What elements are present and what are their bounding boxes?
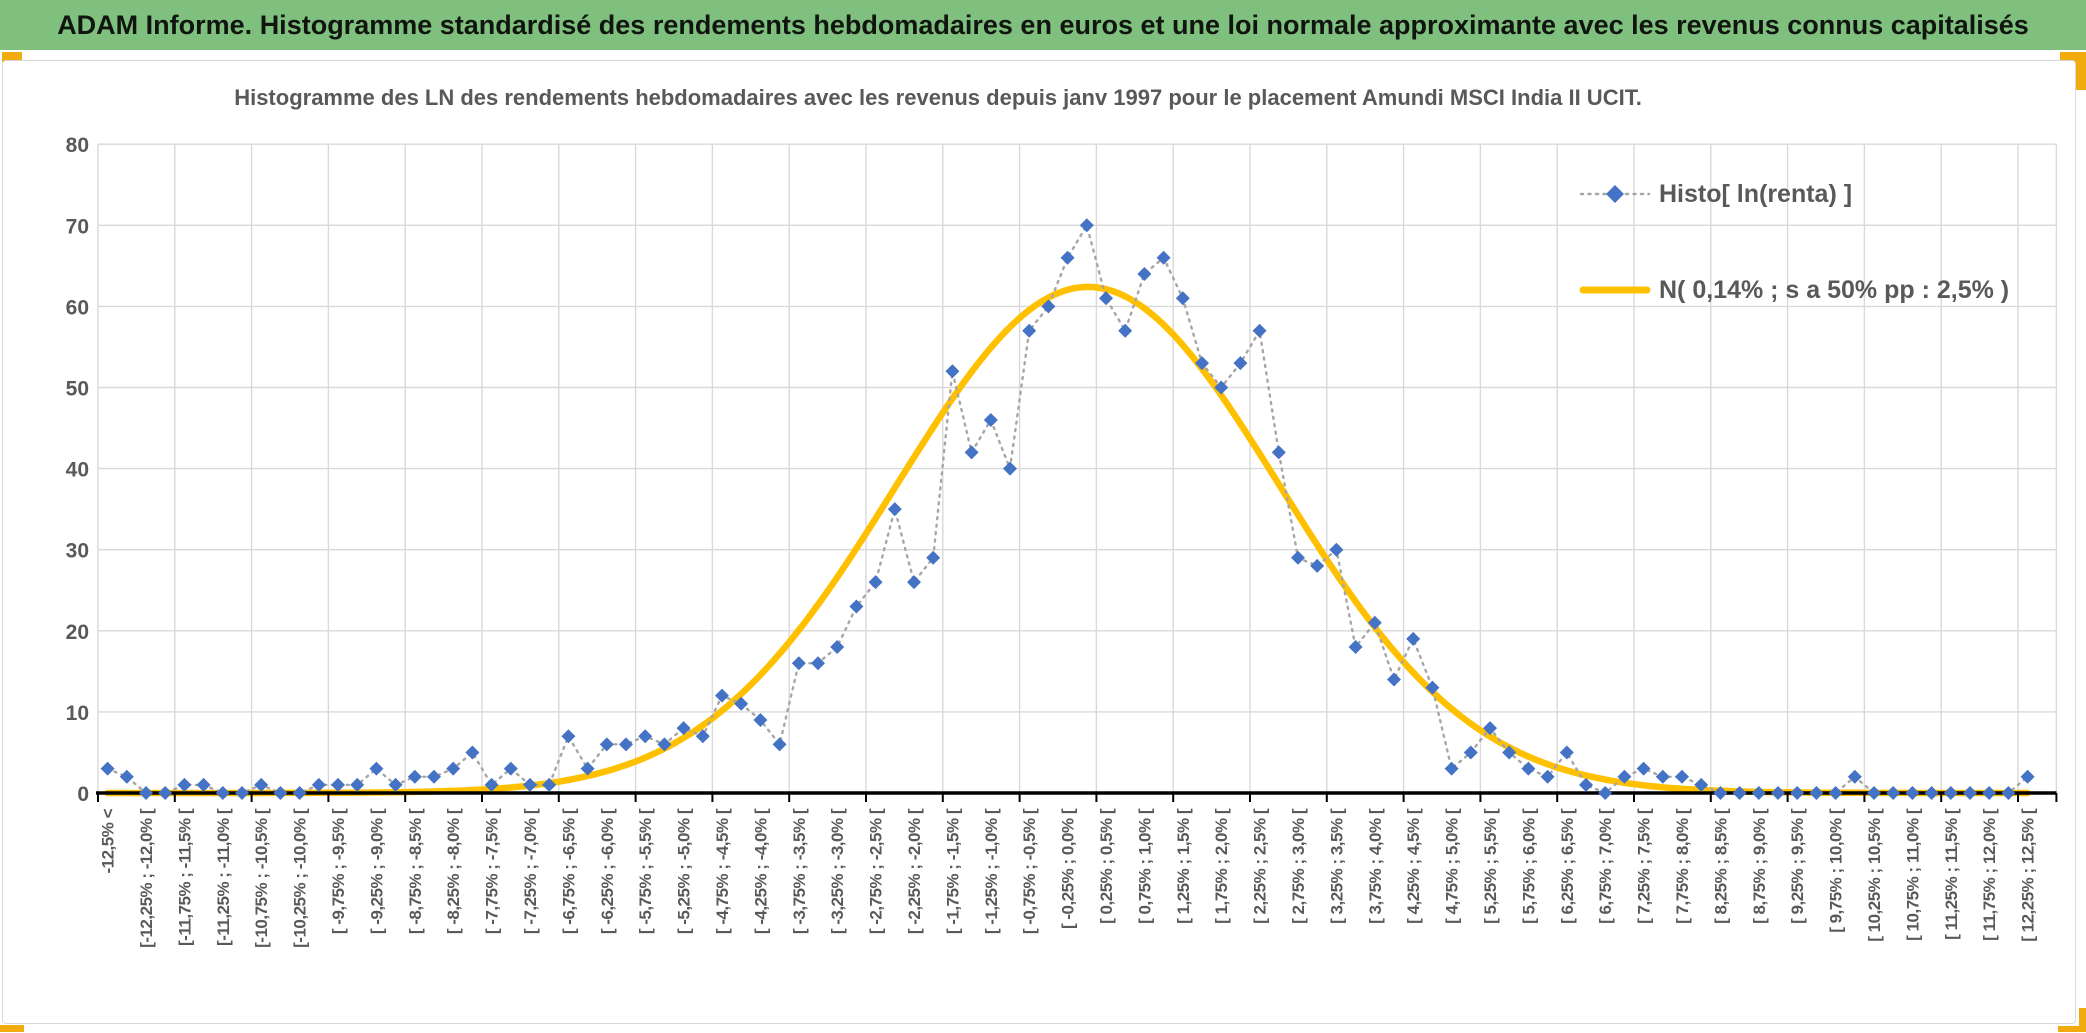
legend-entry-histo[interactable]: Histo[ ln(renta) ]: [1579, 177, 2009, 211]
svg-text:10: 10: [66, 702, 89, 725]
svg-text:[ 6,75% ; 7,0% [: [ 6,75% ; 7,0% [: [1596, 808, 1615, 924]
svg-text:[ 2,75% ; 3,0% [: [ 2,75% ; 3,0% [: [1289, 808, 1308, 924]
svg-text:[ 3,75% ; 4,0% [: [ 3,75% ; 4,0% [: [1366, 808, 1385, 924]
svg-text:[ -7,25% ; -7,0% [: [ -7,25% ; -7,0% [: [521, 808, 540, 934]
orange-accent-top-right-edge: [2076, 52, 2086, 90]
svg-text:40: 40: [66, 459, 89, 482]
svg-text:[ -4,25% ; -4,0% [: [ -4,25% ; -4,0% [: [751, 808, 770, 934]
normal-series-marker-icon: [1579, 286, 1651, 294]
legend: Histo[ ln(renta) ] N( 0,14% ; s a 50% pp…: [1579, 177, 2009, 307]
svg-text:[ -6,75% ; -6,5% [: [ -6,75% ; -6,5% [: [559, 808, 578, 934]
svg-text:50: 50: [66, 378, 89, 401]
svg-text:[ -5,25% ; -5,0% [: [ -5,25% ; -5,0% [: [675, 808, 694, 934]
svg-text:[ 3,25% ; 3,5% [: [ 3,25% ; 3,5% [: [1327, 808, 1346, 924]
sheet-header-bar: ADAM Informe. Histogramme standardisé de…: [0, 0, 2086, 50]
svg-text:[ 5,75% ; 6,0% [: [ 5,75% ; 6,0% [: [1519, 808, 1538, 924]
legend-entry-normal[interactable]: N( 0,14% ; s a 50% pp : 2,5% ): [1579, 273, 2009, 307]
svg-text:[ -2,25% ; -2,0% [: [ -2,25% ; -2,0% [: [905, 808, 924, 934]
svg-text:[-11,75% ; -11,5% [: [-11,75% ; -11,5% [: [175, 808, 194, 946]
svg-text:[ -5,75% ; -5,5% [: [ -5,75% ; -5,5% [: [636, 808, 655, 934]
svg-text:[ -9,75% ; -9,5% [: [ -9,75% ; -9,5% [: [329, 808, 348, 934]
svg-text:[ -1,25% ; -1,0% [: [ -1,25% ; -1,0% [: [982, 808, 1001, 934]
svg-text:[ 2,25% ; 2,5% [: [ 2,25% ; 2,5% [: [1251, 808, 1270, 924]
svg-text:[ -9,25% ; -9,0% [: [ -9,25% ; -9,0% [: [367, 808, 386, 934]
svg-text:[ 10,25% ; 10,5% [: [ 10,25% ; 10,5% [: [1865, 808, 1884, 942]
svg-text:[ 4,75% ; 5,0% [: [ 4,75% ; 5,0% [: [1443, 808, 1462, 924]
svg-text:[ 7,25% ; 7,5% [: [ 7,25% ; 7,5% [: [1635, 808, 1654, 924]
svg-text:[ 12,25% ; 12,5% [: [ 12,25% ; 12,5% [: [2019, 808, 2038, 942]
svg-text:[ 1,75% ; 2,0% [: [ 1,75% ; 2,0% [: [1212, 808, 1231, 924]
svg-text:-12,5% <: -12,5% <: [99, 808, 118, 873]
svg-text:70: 70: [66, 215, 89, 238]
svg-text:[ -3,75% ; -3,5% [: [ -3,75% ; -3,5% [: [790, 808, 809, 934]
svg-text:20: 20: [66, 621, 89, 644]
svg-text:[ -8,25% ; -8,0% [: [ -8,25% ; -8,0% [: [444, 808, 463, 934]
svg-text:[ -0,75% ; -0,5% [: [ -0,75% ; -0,5% [: [1020, 808, 1039, 934]
orange-accent-top-left: [2, 52, 22, 62]
svg-text:[ 10,75% ; 11,0% [: [ 10,75% ; 11,0% [: [1903, 808, 1922, 941]
orange-accent-bottom-left: [0, 1025, 24, 1032]
svg-text:[-12,25% ; -12,0% [: [-12,25% ; -12,0% [: [137, 808, 156, 948]
legend-label-normal: N( 0,14% ; s a 50% pp : 2,5% ): [1659, 275, 2010, 304]
svg-text:[ -0,25% ; 0,0% [: [ -0,25% ; 0,0% [: [1059, 808, 1078, 929]
chart-canvas[interactable]: Histogramme des LN des rendements hebdom…: [2, 60, 2076, 1024]
svg-text:[ -7,75% ; -7,5% [: [ -7,75% ; -7,5% [: [483, 808, 502, 934]
svg-text:[ -2,75% ; -2,5% [: [ -2,75% ; -2,5% [: [867, 808, 886, 934]
svg-text:[ 6,25% ; 6,5% [: [ 6,25% ; 6,5% [: [1558, 808, 1577, 924]
svg-text:[ -3,25% ; -3,0% [: [ -3,25% ; -3,0% [: [828, 808, 847, 934]
svg-text:[ 11,25% ; 11,5% [: [ 11,25% ; 11,5% [: [1942, 808, 1961, 940]
orange-accent-top-right: [2060, 52, 2086, 63]
svg-text:[ 9,75% ; 10,0% [: [ 9,75% ; 10,0% [: [1827, 808, 1846, 933]
svg-text:[ 8,75% ; 9,0% [: [ 8,75% ; 9,0% [: [1750, 808, 1769, 924]
legend-label-histo: Histo[ ln(renta) ]: [1659, 179, 1853, 208]
svg-text:0: 0: [77, 783, 89, 806]
svg-text:[ 0,25% ; 0,5% [: [ 0,25% ; 0,5% [: [1097, 808, 1116, 924]
svg-text:[ -6,25% ; -6,0% [: [ -6,25% ; -6,0% [: [598, 808, 617, 934]
svg-text:80: 80: [66, 134, 89, 157]
svg-text:30: 30: [66, 540, 89, 563]
orange-accent-bottom-right-edge: [2079, 1008, 2086, 1032]
svg-text:[ 5,25% ; 5,5% [: [ 5,25% ; 5,5% [: [1481, 808, 1500, 924]
svg-text:[ 8,25% ; 8,5% [: [ 8,25% ; 8,5% [: [1711, 808, 1730, 924]
svg-text:[ 9,25% ; 9,5% [: [ 9,25% ; 9,5% [: [1788, 808, 1807, 924]
orange-accent-bottom-right: [2058, 1026, 2086, 1032]
page-title: ADAM Informe. Histogramme standardisé de…: [57, 9, 2029, 40]
svg-text:[ 1,25% ; 1,5% [: [ 1,25% ; 1,5% [: [1174, 808, 1193, 924]
svg-text:[ -8,75% ; -8,5% [: [ -8,75% ; -8,5% [: [406, 808, 425, 934]
svg-text:[ -1,75% ; -1,5% [: [ -1,75% ; -1,5% [: [943, 808, 962, 934]
svg-text:[ 4,25% ; 4,5% [: [ 4,25% ; 4,5% [: [1404, 808, 1423, 924]
histo-series-marker-icon: [1579, 185, 1651, 203]
svg-text:[ 7,75% ; 8,0% [: [ 7,75% ; 8,0% [: [1673, 808, 1692, 924]
svg-text:[ 11,75% ; 12,0% [: [ 11,75% ; 12,0% [: [1980, 808, 1999, 941]
svg-text:[-10,75% ; -10,5% [: [-10,75% ; -10,5% [: [252, 808, 271, 948]
svg-text:[-10,25% ; -10,0% [: [-10,25% ; -10,0% [: [291, 808, 310, 948]
svg-text:[ -4,75% ; -4,5% [: [ -4,75% ; -4,5% [: [713, 808, 732, 934]
svg-text:[-11,25% ; -11,0% [: [-11,25% ; -11,0% [: [214, 808, 233, 946]
svg-text:[ 0,75% ; 1,0% [: [ 0,75% ; 1,0% [: [1135, 808, 1154, 924]
svg-text:60: 60: [66, 296, 89, 319]
chart-title: Histogramme des LN des rendements hebdom…: [234, 85, 1642, 110]
